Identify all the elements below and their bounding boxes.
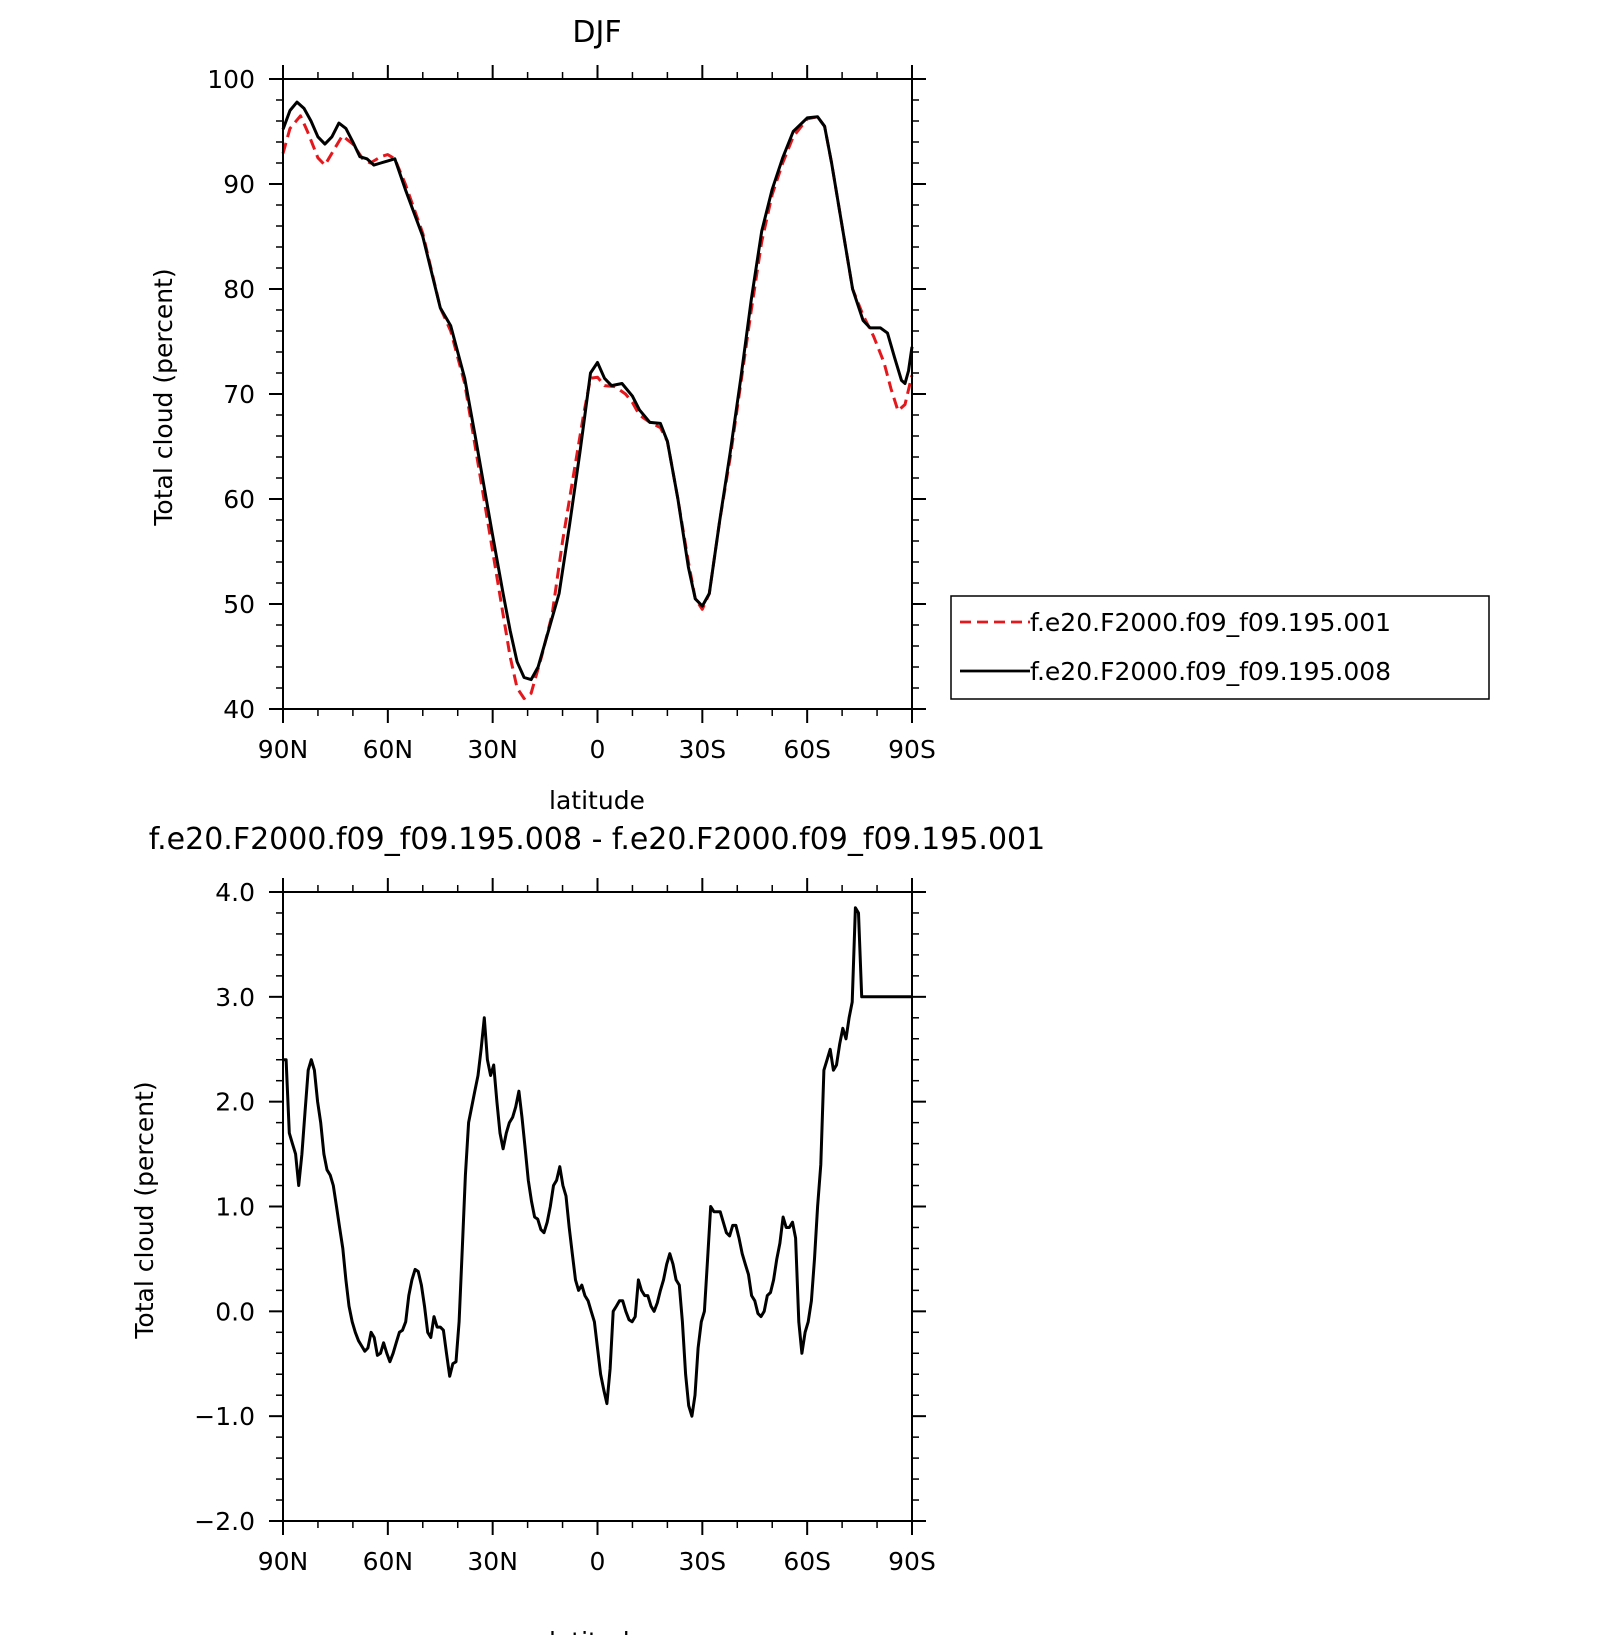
y-tick-label: 4.0 <box>215 878 255 907</box>
x-tick-label: 60N <box>363 735 414 764</box>
bottom-chart-frame <box>282 891 913 1522</box>
x-tick-label: 60S <box>783 735 831 764</box>
x-tick-label: 0 <box>590 735 606 764</box>
y-tick-label: −1.0 <box>194 1402 255 1431</box>
y-tick-label: 80 <box>223 275 255 304</box>
bottom-chart: f.e20.F2000.f09_f09.195.008 - f.e20.F200… <box>130 822 1045 1635</box>
x-tick-label: 0 <box>590 1547 606 1576</box>
y-tick-label: 1.0 <box>215 1193 255 1222</box>
x-tick-label: 60N <box>363 1547 414 1576</box>
bottom-chart-y-axis-label: Total cloud (percent) <box>130 1081 159 1339</box>
y-tick-label: 2.0 <box>215 1088 255 1117</box>
bottom-chart-x-axis-label: latitude <box>549 1627 645 1635</box>
y-tick-label: 0.0 <box>215 1297 255 1326</box>
series-line-1 <box>281 114 914 700</box>
y-tick-label: 50 <box>223 590 255 619</box>
bottom-chart-title: f.e20.F2000.f09_f09.195.008 - f.e20.F200… <box>149 822 1045 857</box>
y-tick-label: −2.0 <box>194 1507 255 1536</box>
legend-label-series-2: f.e20.F2000.f09_f09.195.008 <box>1030 657 1391 686</box>
x-tick-label: 30N <box>467 1547 518 1576</box>
legend-box <box>950 595 1490 700</box>
x-tick-label: 90N <box>258 1547 309 1576</box>
bottom-chart-ticks: 90N 60N 30N 0 30S 60S 90S −2.0 −1.0 0.0 1.0 2.0 3.0 4… <box>194 878 936 1576</box>
x-tick-label: 60S <box>783 1547 831 1576</box>
y-tick-label: 100 <box>207 65 255 94</box>
y-tick-label: 70 <box>223 380 255 409</box>
top-chart-frame <box>282 78 913 710</box>
x-tick-label: 30S <box>678 735 726 764</box>
x-tick-label: 30N <box>467 735 518 764</box>
top-chart-ticks: 90N 60N 30N 0 30S 60S 90S 40 50 60 70 80 90 100 <box>207 65 936 764</box>
top-chart-y-axis-label: Total cloud (percent) <box>149 268 178 526</box>
x-tick-label: 90N <box>258 735 309 764</box>
y-tick-label: 60 <box>223 485 255 514</box>
top-chart: DJF Total cloud (percent) latitude 90N 60… <box>149 15 936 815</box>
top-chart-title: DJF <box>572 15 621 50</box>
x-tick-label: 30S <box>678 1547 726 1576</box>
series-line-2 <box>281 100 914 682</box>
y-tick-label: 3.0 <box>215 983 255 1012</box>
x-tick-label: 90S <box>888 1547 936 1576</box>
y-tick-label: 90 <box>223 170 255 199</box>
top-chart-series <box>281 100 914 700</box>
legend-label-series-1: f.e20.F2000.f09_f09.195.001 <box>1030 608 1391 637</box>
legend: f.e20.F2000.f09_f09.195.001 f.e20.F2000.… <box>950 595 1490 700</box>
x-tick-label: 90S <box>888 735 936 764</box>
top-chart-x-axis-label: latitude <box>549 786 645 815</box>
bottom-chart-series <box>283 906 912 1418</box>
series-line-1 <box>283 906 912 1418</box>
y-tick-label: 40 <box>223 695 255 724</box>
